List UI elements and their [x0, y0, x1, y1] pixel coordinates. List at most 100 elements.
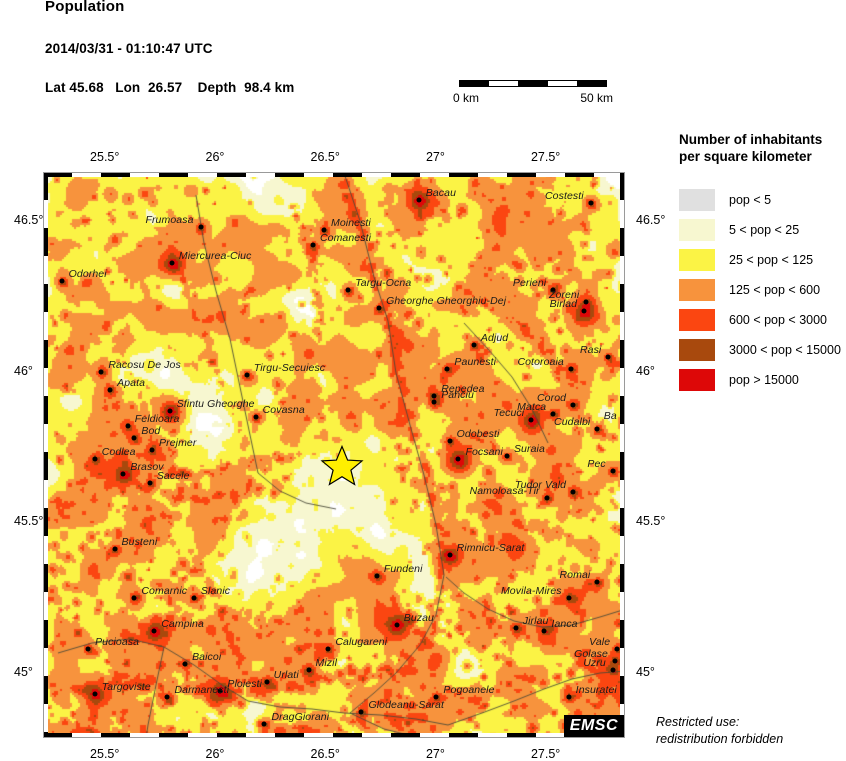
city-dot	[325, 646, 331, 652]
city-label: Pucioasa	[95, 635, 140, 648]
scale-bar-segments	[459, 80, 607, 87]
city-label: DragGiorani	[271, 710, 330, 723]
city-label: Calugareni	[335, 635, 388, 648]
city-dot	[112, 546, 118, 552]
legend-row: 5 < pop < 25	[679, 218, 846, 242]
city-label: Romai	[559, 569, 591, 582]
city-dot	[471, 342, 477, 348]
legend-title-line2: per square kilometer	[679, 149, 812, 164]
city-dot	[570, 489, 576, 495]
city-dot	[581, 308, 587, 314]
scale-segment-2	[518, 81, 548, 86]
city-label: Jirlau	[522, 614, 549, 627]
scale-segment-4	[576, 81, 607, 86]
city-dot	[504, 453, 510, 459]
city-label: Busteni	[121, 536, 158, 549]
city-dot	[594, 579, 600, 585]
city-label: Codlea	[101, 446, 136, 458]
city-dot	[605, 354, 611, 360]
city-label: Slanic	[200, 584, 231, 597]
scale-segment-1	[489, 81, 519, 86]
legend-swatch	[679, 219, 715, 241]
scale-bar-max-label: 50 km	[580, 91, 613, 105]
city-label: Urlati	[273, 668, 299, 681]
city-dot	[253, 414, 259, 420]
city-dot	[85, 646, 91, 652]
city-label: Targoviste	[101, 680, 151, 693]
city-label: Racosu De Jos	[108, 358, 181, 371]
city-label: Movila-Mires	[500, 584, 562, 597]
legend-title: Number of inhabitants per square kilomet…	[679, 131, 846, 165]
city-dot	[570, 402, 576, 408]
x-axis-label: 27.5°	[530, 747, 561, 761]
city-label: Comanesti	[319, 232, 372, 245]
city-dot	[610, 468, 616, 474]
restricted-use-notice: Restricted use: redistribution forbidden	[656, 714, 783, 748]
city-label: Tecuci	[493, 406, 525, 419]
legend: Number of inhabitants per square kilomet…	[679, 131, 846, 398]
map-border-bottom	[44, 733, 624, 737]
legend-row: 3000 < pop < 15000	[679, 338, 846, 362]
city-dot	[566, 595, 572, 600]
city-dot	[612, 658, 618, 664]
city-dot	[191, 595, 197, 600]
city-label: Focsani	[465, 446, 503, 458]
legend-swatch	[679, 369, 715, 391]
city-label: Brasov	[130, 461, 164, 474]
city-dot	[541, 628, 547, 634]
city-dot	[149, 447, 155, 453]
city-dot	[131, 595, 137, 600]
city-dot	[169, 260, 175, 266]
city-label: Tudor Vald	[514, 479, 567, 492]
city-label: Matca	[517, 400, 547, 413]
city-dot	[261, 721, 267, 727]
city-label: Birlad	[549, 298, 578, 311]
city-label: Vale	[589, 635, 611, 648]
city-dot	[374, 573, 380, 579]
city-label: Cotoroaia	[517, 355, 564, 368]
city-dot	[455, 456, 461, 462]
city-dot	[198, 224, 204, 230]
city-dot	[528, 417, 534, 423]
city-dot	[544, 495, 550, 501]
scale-segment-3	[547, 81, 577, 86]
city-label: Odobesti	[456, 427, 500, 440]
city-dot	[167, 408, 173, 414]
city-label: Golase	[574, 647, 608, 660]
y-axis-label: 45°	[636, 664, 655, 679]
city-label: Targu-Ocna	[355, 277, 412, 290]
city-dot	[594, 426, 600, 432]
city-label: Uzru	[583, 656, 606, 669]
city-dot	[588, 200, 594, 206]
city-dot	[614, 646, 620, 652]
city-label: Prejmer	[159, 436, 197, 449]
city-dot	[92, 456, 98, 462]
city-label: Suraia	[513, 443, 545, 455]
map-border-top	[44, 173, 624, 177]
legend-swatch	[679, 309, 715, 331]
scale-bar: 0 km 50 km	[453, 80, 613, 105]
legend-row: 600 < pop < 3000	[679, 308, 846, 332]
city-dot	[131, 435, 137, 441]
city-dot	[550, 287, 556, 293]
city-label: Baicoi	[192, 650, 222, 663]
city-dot	[566, 694, 572, 700]
y-axis-label: 46.5°	[14, 213, 44, 228]
city-label: Gheorghe Gheorghiu-Dej	[386, 295, 507, 308]
city-dot	[120, 471, 126, 477]
city-dot	[358, 709, 364, 715]
city-label: Feldioara	[134, 412, 180, 425]
x-axis-label: 25.5°	[90, 747, 120, 761]
x-axis-label: 26°	[205, 150, 225, 164]
legend-title-line1: Number of inhabitants	[679, 132, 823, 147]
city-dot	[444, 366, 450, 372]
y-axis-label: 46°	[636, 363, 655, 378]
city-label: Odorhei	[68, 268, 107, 281]
legend-row: pop < 5	[679, 188, 846, 212]
city-label: Pec	[587, 458, 606, 471]
city-dot	[447, 438, 453, 444]
city-label: Insuratei	[575, 683, 617, 696]
legend-row: pop > 15000	[679, 368, 846, 392]
city-dot	[416, 197, 422, 203]
y-axis-label: 46.5°	[636, 213, 666, 228]
